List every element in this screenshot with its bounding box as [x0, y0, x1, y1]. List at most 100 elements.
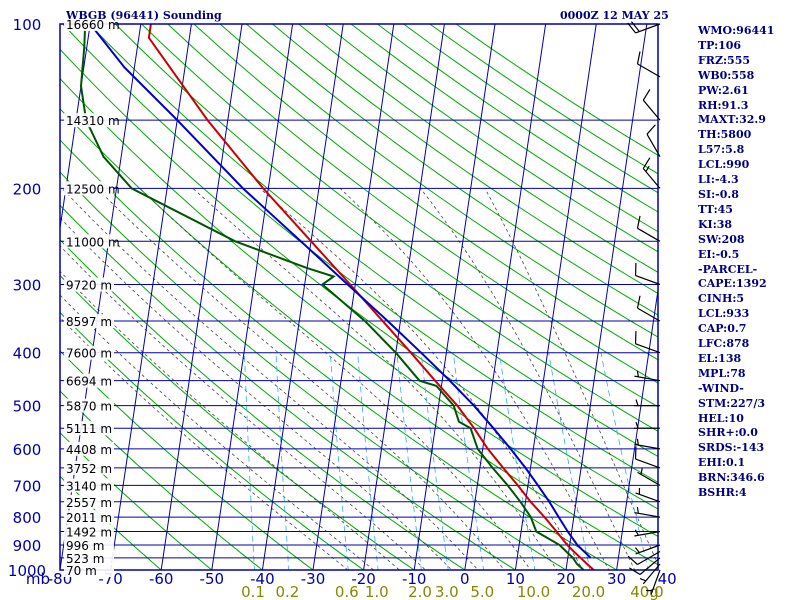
wind-barb: [634, 446, 661, 469]
dry-adiabat-line: [298, 24, 658, 273]
index-item: MPL:78: [698, 366, 746, 380]
pressure-tick-label: 800: [13, 509, 42, 527]
dry-adiabat-line: [219, 24, 658, 338]
height-label-bg: [64, 421, 114, 436]
index-item: PW:2.61: [698, 83, 749, 97]
wind-barb: [642, 89, 661, 121]
dry-adiabat-line: [60, 311, 365, 570]
index-item: EL:138: [698, 351, 742, 365]
index-item: SI:-0.8: [698, 187, 739, 201]
height-labels: 16660 m 14310 m 12500 m 11000 m 9720 m 8597 m…: [64, 17, 120, 578]
index-item: KI:38: [698, 217, 733, 231]
pressure-unit-label: mb: [26, 570, 50, 588]
height-label-bg: [64, 398, 114, 413]
plot-area: [60, 24, 658, 570]
moist-adiabat-line: [60, 217, 453, 570]
wind-barb: [646, 124, 661, 157]
mixing-ratio-label: 5.0: [470, 583, 494, 600]
index-item: EI:-0.5: [698, 247, 740, 261]
pressure-tick-label: 700: [13, 477, 42, 495]
moist-adiabat-line: [484, 188, 658, 566]
dry-adiabats: [60, 24, 658, 570]
pressure-tick-label: 300: [13, 277, 42, 295]
sounding-profiles: [79, 24, 597, 570]
moist-adiabat-line: [192, 188, 558, 570]
dry-adiabat-line: [60, 390, 264, 570]
wind-barb: [627, 21, 661, 34]
dry-adiabat-line: [324, 24, 658, 253]
mixing-ratio-line: [244, 352, 255, 570]
dewpoint-profile: [79, 24, 586, 570]
isotherm-line: [160, 24, 243, 570]
mixing-ratio-line: [275, 352, 290, 570]
wind-barb: [646, 569, 661, 595]
index-item: CAPE:1392: [698, 277, 767, 291]
wind-barb: [634, 399, 660, 407]
moist-adiabat-line: [420, 188, 636, 570]
index-item: LFC:878: [698, 337, 750, 351]
temperature-tick-label: 0: [460, 570, 470, 588]
index-item: EHI:0.1: [698, 456, 746, 470]
moist-adiabat-line: [60, 245, 427, 570]
index-item: BRN:346.6: [698, 471, 765, 485]
index-item: TP:106: [698, 38, 742, 52]
pressure-tick-label: 100: [13, 16, 42, 34]
dry-adiabat-line: [245, 24, 658, 316]
mixing-ratio-line: [420, 352, 449, 570]
dry-adiabat-line: [193, 24, 658, 361]
height-label: 2557 m: [66, 496, 112, 510]
height-label-bg: [64, 234, 114, 249]
height-label: 9720 m: [66, 279, 112, 293]
height-label: 2011 m: [66, 511, 112, 525]
dry-adiabat-line: [60, 139, 618, 570]
mixing-ratio-label: 0.2: [275, 583, 299, 600]
height-label: 14310 m: [66, 114, 120, 128]
index-item: MAXT:32.9: [698, 113, 766, 127]
temperature-axis: -80 -70 -60 -50 -40 -30 -20 -10 0 10 20 30 40: [48, 570, 677, 588]
height-label: 5870 m: [66, 400, 112, 414]
wind-barb: [634, 370, 661, 382]
dry-adiabat-line: [141, 24, 658, 408]
height-label: 12500 m: [66, 182, 120, 196]
isotherm-line: [110, 24, 192, 570]
height-label-bg: [64, 550, 114, 565]
temperature-tick-label: -30: [301, 570, 326, 588]
height-label-bg: [64, 181, 114, 196]
height-label-bg: [64, 314, 114, 329]
temperature-profile: [147, 24, 597, 570]
temperature-tick-label: 20: [556, 570, 575, 588]
index-item: SHR+:0.0: [698, 426, 758, 440]
index-item: SRDS:-143: [698, 441, 765, 455]
height-label: 3752 m: [66, 462, 112, 476]
isobars: [60, 23, 658, 571]
index-item: BSHR:4: [698, 486, 747, 500]
height-label: 4408 m: [66, 443, 112, 457]
isotherm-line: [211, 24, 294, 570]
dry-adiabat-line: [60, 204, 517, 570]
height-label: 1492 m: [66, 525, 112, 539]
plot-frame: [59, 23, 659, 571]
moist-adiabat-line: [61, 188, 479, 570]
dry-adiabat-line: [272, 24, 658, 295]
isotherm-line: [616, 286, 658, 570]
dry-adiabat-line: [167, 24, 658, 384]
index-item: SW:208: [698, 232, 745, 246]
height-label: 7600 m: [66, 347, 112, 361]
wind-barb: [635, 487, 661, 503]
wind-barb: [634, 438, 661, 450]
wind-barb: [634, 331, 661, 354]
wind-barb: [634, 422, 660, 429]
temperature-tick-label: 40: [658, 570, 677, 588]
dry-adiabat-line: [60, 350, 314, 570]
mixing-ratio-line: [357, 352, 379, 570]
dry-adiabat-line: [60, 274, 416, 570]
mixing-ratio-label: 20.0: [572, 583, 605, 600]
index-item: STM:227/3: [698, 396, 765, 410]
height-label: 523 m: [66, 552, 104, 566]
height-label-bg: [64, 563, 114, 577]
mixing-ratio-label: 2.0: [408, 583, 432, 600]
wind-barb: [642, 157, 661, 189]
index-item: LCL:933: [698, 307, 750, 321]
isotherm-line: [413, 24, 496, 570]
